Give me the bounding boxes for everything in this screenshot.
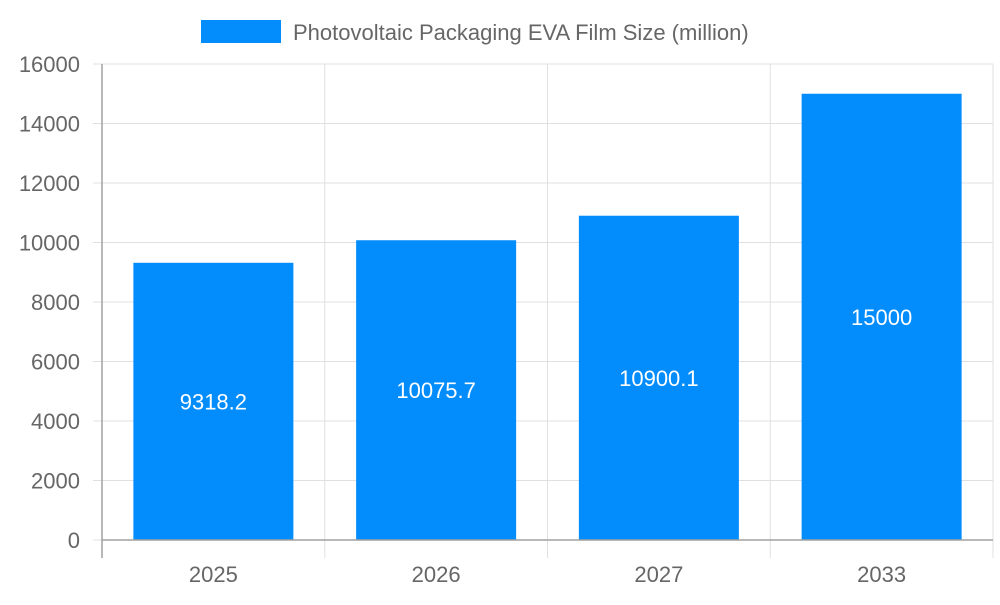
y-tick-label: 16000 — [19, 52, 80, 77]
x-tick-label: 2025 — [189, 562, 238, 587]
bar-2027[interactable] — [578, 215, 739, 540]
legend-label: Photovoltaic Packaging EVA Film Size (mi… — [293, 20, 749, 45]
x-tick-label: 2027 — [634, 562, 683, 587]
legend[interactable]: Photovoltaic Packaging EVA Film Size (mi… — [201, 20, 749, 45]
x-tick-label: 2033 — [857, 562, 906, 587]
x-tick-label: 2026 — [412, 562, 461, 587]
legend-swatch — [201, 20, 281, 43]
bar-2025[interactable] — [133, 262, 294, 540]
bar-2026[interactable] — [356, 240, 517, 540]
y-tick-label: 4000 — [31, 409, 80, 434]
data-label: 15000 — [851, 305, 912, 330]
axes: 0 2000 4000 6000 8000 10000 12000 14000 16000 202… — [19, 52, 993, 587]
y-tick-label: 2000 — [31, 469, 80, 494]
bars: 9318.2 10075.7 10900.1 15000 — [133, 93, 962, 540]
y-tick-label: 6000 — [31, 350, 80, 375]
y-tick-label: 12000 — [19, 171, 80, 196]
y-tick-label: 14000 — [19, 112, 80, 137]
y-tick-label: 10000 — [19, 231, 80, 256]
data-label: 9318.2 — [180, 389, 247, 414]
y-tick-label: 8000 — [31, 290, 80, 315]
data-label: 10075.7 — [396, 378, 476, 403]
data-label: 10900.1 — [619, 366, 699, 391]
y-tick-label: 0 — [68, 528, 80, 553]
bar-2033[interactable] — [801, 93, 962, 540]
